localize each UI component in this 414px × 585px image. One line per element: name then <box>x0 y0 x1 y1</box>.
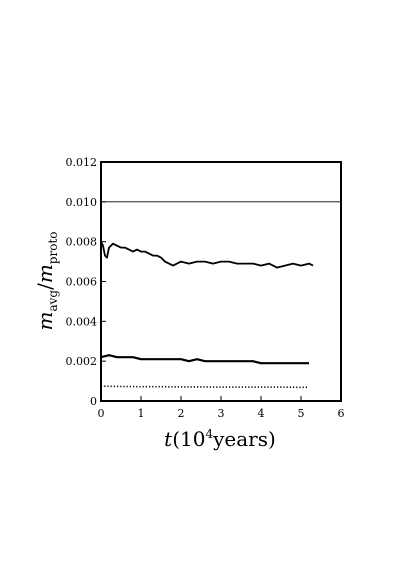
x-tick-label: 2 <box>178 407 185 420</box>
y-axis-label-numerator-sub: avg <box>46 290 60 312</box>
x-tick-label: 1 <box>138 407 145 420</box>
y-tick-label: 0 <box>90 395 97 408</box>
y-axis-label-denominator: m <box>33 264 57 283</box>
x-tick-label: 4 <box>258 407 265 420</box>
x-axis-label-exponent: 4 <box>205 427 213 441</box>
x-axis-ticks: 0 1 2 3 4 5 6 <box>98 396 345 420</box>
y-tick-label: 0.008 <box>66 236 98 249</box>
y-axis-label-denominator-sub: proto <box>46 231 60 264</box>
y-tick-label: 0.012 <box>66 156 98 169</box>
x-tick-label: 3 <box>218 407 225 420</box>
x-axis-label-unit: years <box>212 427 268 451</box>
x-axis-label-paren-open: ( <box>172 427 180 451</box>
x-tick-label: 6 <box>338 407 345 420</box>
x-axis-label-var: t <box>164 427 173 451</box>
series-line-3 <box>100 385 309 389</box>
x-axis-label: t(104years) <box>164 427 276 451</box>
x-tick-label: 0 <box>98 407 105 420</box>
y-tick-label: 0.010 <box>66 196 98 209</box>
series-layer <box>100 201 341 389</box>
y-axis-ticks: 0 0.002 0.004 0.006 0.008 0.010 0.012 <box>66 156 106 408</box>
plot-frame <box>100 161 342 402</box>
x-axis-label-paren-close: ) <box>268 427 276 451</box>
y-axis-label: mavg/mproto <box>33 231 60 330</box>
y-tick-label: 0.002 <box>66 355 98 368</box>
x-axis-label-base: 10 <box>180 427 205 451</box>
y-tick-label: 0.006 <box>66 276 98 289</box>
y-axis-label-slash: / <box>33 283 57 290</box>
series-line-1 <box>100 241 314 269</box>
series-line-2 <box>100 354 309 365</box>
x-tick-label: 5 <box>298 407 305 420</box>
y-tick-label: 0.004 <box>66 315 98 328</box>
y-axis-label-numerator: m <box>33 312 57 331</box>
